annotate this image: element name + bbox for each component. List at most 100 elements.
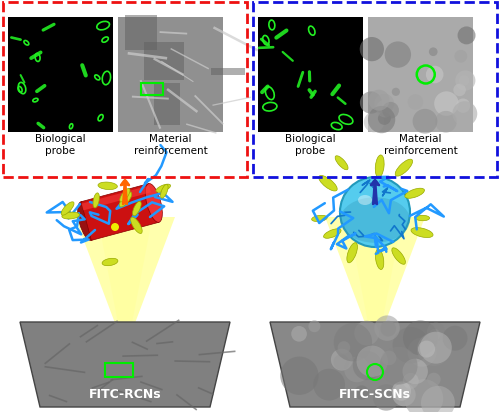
Ellipse shape bbox=[335, 156, 348, 170]
Text: Material
reinforcement: Material reinforcement bbox=[384, 134, 458, 156]
Ellipse shape bbox=[98, 182, 117, 190]
Ellipse shape bbox=[146, 183, 162, 222]
Circle shape bbox=[334, 354, 349, 370]
Circle shape bbox=[344, 357, 370, 382]
Text: Biological
probe: Biological probe bbox=[35, 134, 86, 156]
Circle shape bbox=[382, 351, 396, 365]
Circle shape bbox=[360, 91, 382, 114]
Ellipse shape bbox=[130, 217, 142, 234]
Circle shape bbox=[435, 111, 457, 133]
Circle shape bbox=[331, 349, 353, 370]
Circle shape bbox=[454, 50, 467, 63]
Circle shape bbox=[402, 359, 428, 384]
Circle shape bbox=[404, 379, 443, 412]
Circle shape bbox=[417, 332, 450, 366]
Polygon shape bbox=[325, 217, 425, 339]
Ellipse shape bbox=[61, 202, 74, 215]
Ellipse shape bbox=[160, 184, 168, 198]
Circle shape bbox=[371, 344, 396, 369]
Circle shape bbox=[368, 106, 396, 133]
Ellipse shape bbox=[78, 201, 94, 241]
Circle shape bbox=[392, 88, 400, 96]
Circle shape bbox=[420, 332, 452, 364]
Circle shape bbox=[392, 383, 415, 406]
Circle shape bbox=[334, 323, 372, 361]
Bar bbox=[154, 83, 180, 125]
Circle shape bbox=[392, 382, 411, 401]
Circle shape bbox=[429, 329, 440, 340]
Ellipse shape bbox=[405, 188, 424, 198]
Circle shape bbox=[427, 373, 440, 386]
Circle shape bbox=[353, 351, 382, 380]
Ellipse shape bbox=[392, 248, 406, 265]
Polygon shape bbox=[81, 184, 159, 240]
Circle shape bbox=[380, 347, 418, 384]
Circle shape bbox=[429, 47, 438, 56]
Circle shape bbox=[369, 30, 384, 45]
Circle shape bbox=[408, 94, 423, 110]
Circle shape bbox=[378, 112, 391, 125]
Ellipse shape bbox=[156, 184, 170, 192]
Circle shape bbox=[354, 385, 369, 400]
Ellipse shape bbox=[120, 188, 130, 202]
Circle shape bbox=[392, 327, 429, 363]
Bar bbox=[3, 2, 247, 177]
Circle shape bbox=[403, 373, 418, 389]
Circle shape bbox=[368, 90, 390, 111]
Circle shape bbox=[280, 356, 318, 395]
Circle shape bbox=[412, 109, 438, 133]
Circle shape bbox=[374, 94, 394, 114]
Bar bbox=[118, 17, 223, 132]
Circle shape bbox=[434, 91, 458, 116]
Ellipse shape bbox=[358, 195, 372, 205]
Polygon shape bbox=[270, 322, 480, 407]
Text: Biological
probe: Biological probe bbox=[285, 134, 336, 156]
Ellipse shape bbox=[324, 229, 341, 238]
Circle shape bbox=[384, 41, 411, 68]
Polygon shape bbox=[82, 185, 151, 211]
Circle shape bbox=[452, 101, 477, 126]
Ellipse shape bbox=[62, 212, 80, 219]
Circle shape bbox=[380, 321, 396, 337]
Ellipse shape bbox=[347, 243, 358, 263]
Circle shape bbox=[403, 321, 438, 355]
Circle shape bbox=[442, 326, 468, 351]
Circle shape bbox=[458, 26, 475, 44]
Circle shape bbox=[364, 112, 384, 132]
Circle shape bbox=[427, 323, 445, 341]
Circle shape bbox=[338, 341, 350, 354]
Ellipse shape bbox=[376, 249, 384, 269]
Ellipse shape bbox=[340, 197, 410, 243]
Circle shape bbox=[360, 37, 384, 61]
Circle shape bbox=[458, 75, 469, 86]
Polygon shape bbox=[75, 217, 175, 339]
Circle shape bbox=[421, 386, 455, 412]
Text: Material
reinforcement: Material reinforcement bbox=[134, 134, 208, 156]
Ellipse shape bbox=[93, 193, 100, 208]
Circle shape bbox=[291, 326, 307, 342]
Circle shape bbox=[376, 100, 394, 117]
Circle shape bbox=[313, 369, 345, 400]
Circle shape bbox=[456, 70, 475, 91]
Ellipse shape bbox=[376, 155, 384, 178]
Bar bbox=[253, 2, 497, 177]
Ellipse shape bbox=[416, 215, 430, 221]
Circle shape bbox=[356, 346, 388, 377]
Ellipse shape bbox=[318, 176, 337, 191]
Bar bbox=[8, 17, 113, 132]
Circle shape bbox=[426, 66, 444, 83]
Circle shape bbox=[354, 321, 379, 346]
Bar bbox=[258, 17, 363, 132]
Circle shape bbox=[308, 320, 320, 332]
Bar bbox=[211, 68, 244, 75]
Polygon shape bbox=[98, 217, 152, 339]
Circle shape bbox=[374, 316, 400, 341]
Ellipse shape bbox=[132, 201, 141, 216]
Circle shape bbox=[373, 384, 400, 411]
Text: FITC-RCNs: FITC-RCNs bbox=[88, 389, 162, 402]
Bar bbox=[140, 82, 162, 94]
Circle shape bbox=[340, 177, 410, 247]
Text: FITC-SCNs: FITC-SCNs bbox=[339, 389, 411, 402]
Circle shape bbox=[456, 98, 470, 113]
Circle shape bbox=[382, 102, 399, 119]
